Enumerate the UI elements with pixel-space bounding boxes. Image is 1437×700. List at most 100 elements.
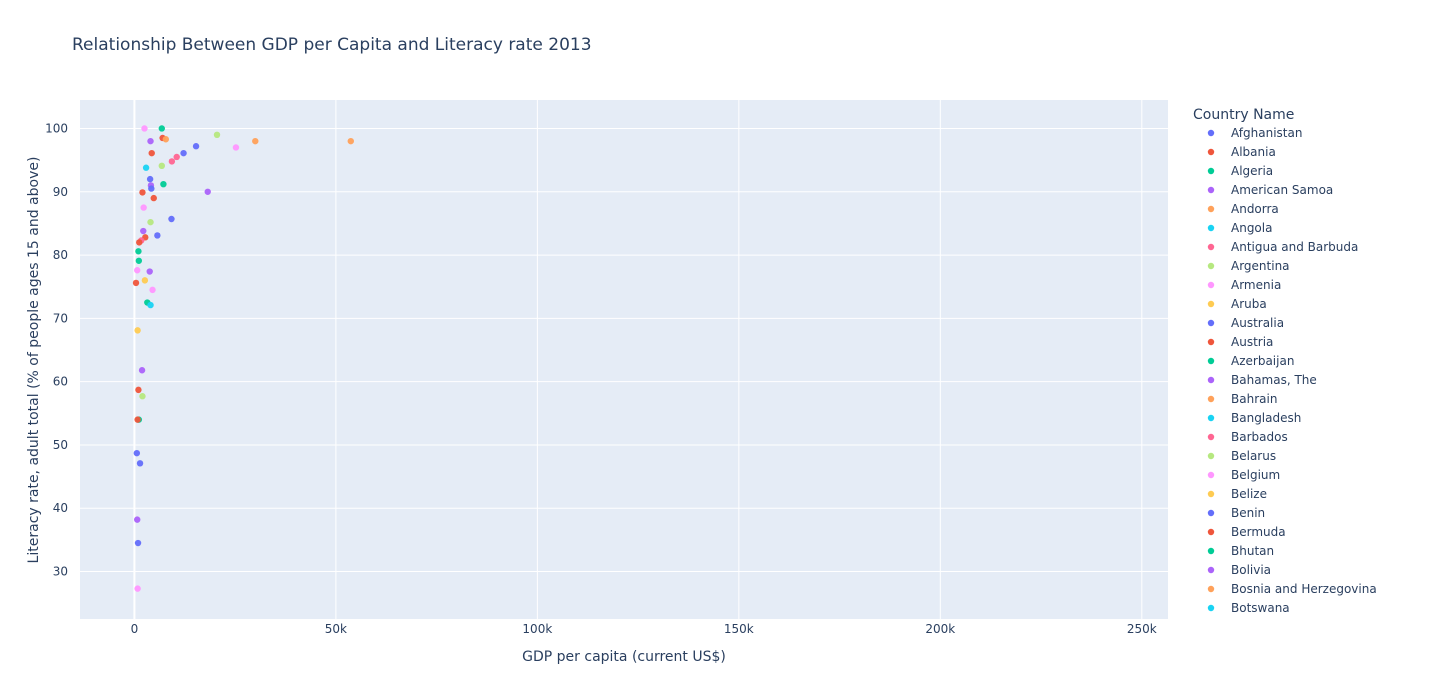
y-tick-label: 80 [53,248,68,262]
x-tick-label: 50k [325,622,347,636]
chart-title: Relationship Between GDP per Capita and … [72,35,592,55]
legend-marker [1207,376,1215,384]
data-point [148,149,155,157]
legend-marker [1207,566,1215,574]
data-point [139,393,146,400]
legend-marker [1207,490,1215,498]
legend-marker [1207,338,1215,346]
data-point [134,516,141,523]
legend-item-label: Belize [1231,487,1267,501]
y-axis-ticks: 30 40 50 60 70 80 90 100 [45,121,68,578]
legend-item-label: Belarus [1231,449,1276,463]
y-tick-label: 50 [53,438,68,452]
legend-marker [1207,167,1215,175]
legend-item-label: Bermuda [1231,525,1286,539]
data-point [158,162,166,170]
data-point [146,268,153,275]
legend-marker [1207,186,1215,194]
data-point [204,188,211,195]
legend-item-label: Afghanistan [1231,126,1302,140]
data-point [147,218,154,226]
legend-marker [1207,281,1215,289]
y-tick-label: 30 [53,565,68,579]
legend-item-label: Bolivia [1231,563,1271,577]
legend-marker [1207,471,1215,479]
legend-items: Afghanistan Albania Algeria American Samoa A… [1207,126,1377,615]
x-axis-title: GDP per capita (current US$) [522,649,726,665]
x-tick-label: 100k [522,622,552,636]
legend-item-label: Argentina [1231,259,1290,273]
data-point [136,460,144,467]
legend-item-label: Bhutan [1231,544,1274,558]
legend-title: Country Name [1193,107,1294,123]
legend-item-label: Australia [1231,316,1284,330]
plot-area[interactable] [80,100,1168,619]
legend-marker [1207,433,1215,441]
data-point [133,449,141,457]
data-point [147,301,154,309]
legend-marker [1207,224,1215,232]
legend-marker [1207,585,1215,593]
legend-marker [1207,300,1215,308]
data-point [140,204,147,211]
data-point [148,185,155,192]
legend-item-label: Bangladesh [1231,411,1301,425]
legend-item-label: Angola [1231,221,1272,235]
data-point [180,149,187,157]
data-point [134,267,141,274]
legend-item-label: Austria [1231,335,1273,349]
legend-item-label: American Samoa [1231,183,1333,197]
legend-item-label: Benin [1231,506,1265,520]
data-point [160,180,167,188]
data-point [142,164,150,171]
legend-item-label: Antigua and Barbuda [1231,240,1358,254]
legend-item-label: Bahrain [1231,392,1277,406]
legend-marker [1207,262,1215,270]
x-axis-ticks: 0 50k 100k 150k 200k 250k [131,622,1157,636]
data-point [141,277,149,284]
data-point [149,286,156,294]
data-point [135,248,142,255]
x-tick-label: 250k [1127,622,1157,636]
legend-item-label: Botswana [1231,601,1290,615]
data-point [132,279,140,287]
x-tick-label: 150k [724,622,754,636]
y-axis-title: Literacy rate, adult total (% of people … [26,157,42,564]
legend-marker [1207,395,1215,403]
data-point [147,137,154,145]
data-point [173,153,180,161]
legend-marker [1207,452,1215,460]
legend-marker [1207,604,1215,612]
data-point [138,367,146,374]
data-point [168,215,175,223]
legend-item-label: Azerbaijan [1231,354,1294,368]
data-point [192,143,200,150]
data-point [136,239,143,246]
legend-marker [1207,528,1215,536]
data-point [135,257,143,264]
data-point [135,386,142,394]
legend-marker [1207,357,1215,365]
data-point [146,175,154,183]
legend-item-label: Belgium [1231,468,1280,482]
legend-item-label: Albania [1231,145,1276,159]
y-tick-label: 60 [53,375,68,389]
data-point [134,539,142,547]
legend-marker [1207,243,1215,251]
data-points [132,125,354,592]
data-point [158,125,166,132]
legend-item-label: Bosnia and Herzegovina [1231,582,1377,596]
data-point [347,137,354,145]
data-point [134,327,141,334]
legend-item-label: Aruba [1231,297,1267,311]
y-tick-label: 100 [45,121,68,135]
legend-marker [1207,509,1215,517]
legend-item-label: Andorra [1231,202,1279,216]
x-tick-label: 200k [925,622,955,636]
y-tick-label: 70 [53,311,68,325]
data-point [141,125,148,132]
legend-item-label: Barbados [1231,430,1288,444]
data-point [150,194,157,202]
data-point [154,232,161,239]
legend-item-label: Armenia [1231,278,1281,292]
